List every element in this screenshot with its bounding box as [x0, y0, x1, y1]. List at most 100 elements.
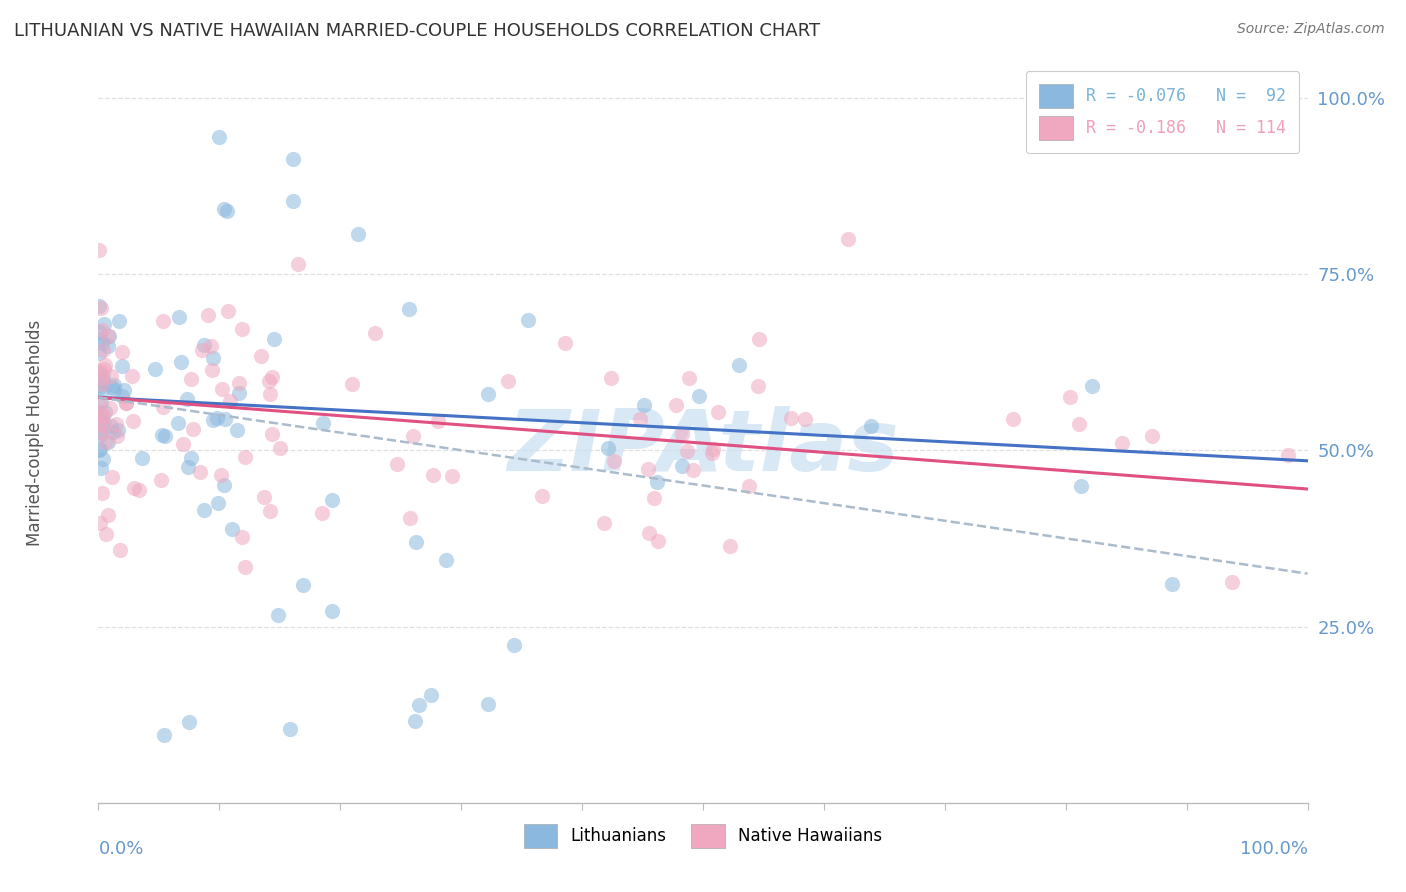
Point — [103, 425, 125, 440]
Point — [115, 396, 138, 410]
Point — [340, 377, 363, 392]
Point — [422, 468, 444, 483]
Point — [87, 425, 110, 440]
Point — [702, 442, 724, 456]
Point — [89, 380, 111, 394]
Point — [1059, 390, 1081, 404]
Point — [700, 446, 723, 460]
Point — [728, 359, 751, 373]
Point — [738, 478, 761, 492]
Point — [91, 409, 114, 424]
Point — [214, 202, 236, 216]
Point — [93, 374, 115, 388]
Point — [1140, 428, 1163, 442]
Point — [90, 371, 112, 385]
Point — [221, 522, 243, 536]
Point — [398, 301, 420, 316]
Point — [682, 463, 704, 477]
Point — [101, 379, 124, 393]
Point — [287, 257, 309, 271]
Point — [603, 454, 626, 468]
Point — [150, 473, 173, 487]
Point — [108, 543, 131, 558]
Point — [217, 204, 239, 219]
Point — [477, 387, 499, 401]
Point — [208, 130, 231, 145]
Point — [87, 405, 110, 419]
Point — [112, 384, 135, 398]
Point — [664, 398, 686, 412]
Point — [259, 374, 281, 388]
Point — [93, 317, 115, 331]
Point — [104, 417, 127, 432]
Point — [107, 314, 129, 328]
Point — [97, 508, 120, 523]
Point — [98, 401, 121, 415]
Point — [176, 392, 198, 406]
Point — [177, 459, 200, 474]
Point — [87, 299, 110, 313]
Point — [253, 490, 276, 504]
Point — [90, 486, 112, 500]
Point — [89, 332, 111, 346]
Point — [200, 339, 222, 353]
Point — [111, 345, 134, 359]
Point — [121, 414, 143, 428]
Point — [440, 469, 463, 483]
Point — [259, 386, 281, 401]
Point — [89, 364, 111, 378]
Point — [263, 332, 285, 346]
Point — [89, 442, 111, 457]
Point — [122, 481, 145, 495]
Point — [100, 470, 122, 484]
Point — [628, 411, 651, 425]
Point — [860, 419, 883, 434]
Point — [707, 405, 730, 419]
Point — [212, 478, 235, 492]
Point — [779, 410, 801, 425]
Point — [103, 383, 125, 397]
Point — [408, 698, 430, 712]
Point — [180, 372, 202, 386]
Point — [678, 370, 700, 384]
Point — [426, 414, 449, 428]
Point — [434, 553, 457, 567]
Point — [259, 504, 281, 518]
Point — [228, 376, 250, 390]
Point — [517, 313, 540, 327]
Text: Married-couple Households: Married-couple Households — [25, 319, 44, 546]
Point — [105, 429, 128, 443]
Point — [502, 638, 524, 652]
Point — [172, 436, 194, 450]
Point — [100, 419, 122, 434]
Point — [233, 560, 256, 574]
Point — [87, 346, 110, 360]
Point — [399, 511, 422, 525]
Point — [152, 314, 174, 328]
Point — [193, 338, 215, 352]
Point — [87, 417, 110, 431]
Point — [321, 492, 343, 507]
Point — [419, 688, 441, 702]
Point — [91, 383, 114, 397]
Point — [167, 310, 190, 325]
Text: 100.0%: 100.0% — [1240, 840, 1308, 858]
Point — [1111, 435, 1133, 450]
Point — [599, 370, 621, 384]
Point — [401, 429, 423, 443]
Point — [217, 303, 239, 318]
Point — [121, 368, 143, 383]
Point — [94, 358, 117, 372]
Point — [201, 363, 224, 377]
Point — [477, 697, 499, 711]
Point — [1160, 577, 1182, 591]
Point — [93, 361, 115, 376]
Legend: Lithuanians, Native Hawaiians: Lithuanians, Native Hawaiians — [510, 811, 896, 861]
Point — [211, 382, 233, 396]
Point — [89, 443, 111, 458]
Point — [718, 539, 741, 553]
Point — [91, 323, 114, 337]
Point — [93, 418, 115, 433]
Point — [91, 452, 114, 467]
Point — [90, 395, 112, 409]
